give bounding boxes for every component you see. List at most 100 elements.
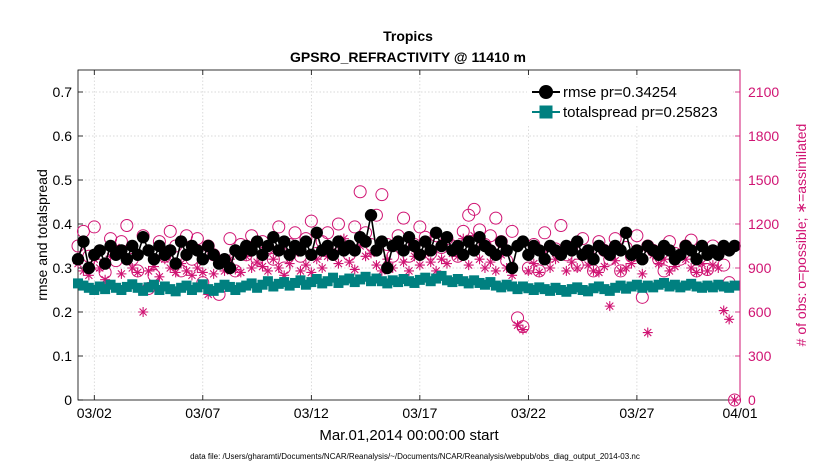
totalspread-point: [528, 285, 539, 295]
totalspread-point: [561, 286, 572, 297]
totalspread-point: [246, 278, 257, 289]
assimilated-obs-point: [355, 241, 366, 251]
possible-obs-point: [120, 218, 134, 232]
legend-totalspread-marker: [539, 105, 553, 119]
totalspread-point: [659, 277, 670, 288]
totalspread-point: [257, 279, 268, 290]
totalspread-point: [729, 280, 740, 291]
totalspread-point: [78, 280, 89, 291]
rmse-point: [467, 244, 481, 257]
assimilated-obs-point: [686, 263, 697, 273]
totalspread-point: [306, 277, 317, 288]
rmse-point: [364, 209, 378, 222]
assimilated-obs-point: [485, 257, 496, 268]
totalspread-point: [268, 281, 279, 292]
assimilated-obs-point: [148, 261, 159, 272]
totalspread-point: [279, 277, 290, 288]
assimilated-obs-point: [604, 301, 615, 312]
rmse-point: [147, 253, 161, 266]
x-tick-label: 03/02: [77, 405, 112, 421]
chart-title: Tropics: [383, 28, 433, 44]
totalspread-point: [555, 285, 566, 295]
assimilated-obs-point: [284, 258, 295, 269]
totalspread-point: [170, 286, 181, 297]
rmse-point: [457, 248, 470, 261]
totalspread-point: [203, 284, 214, 295]
totalspread-point: [517, 281, 528, 292]
rmse-point: [136, 231, 150, 244]
x-axis-label: Mar.01,2014 00:00:00 start: [319, 427, 499, 444]
rmse-point: [326, 248, 340, 261]
assimilated-obs-point: [235, 267, 246, 278]
totalspread-point: [241, 280, 252, 291]
totalspread-point: [89, 285, 100, 295]
assimilated-obs-point: [344, 257, 355, 268]
totalspread-point: [127, 279, 138, 290]
totalspread-point: [507, 281, 518, 292]
rmse-point: [131, 248, 144, 261]
possible-obs-point: [397, 211, 411, 225]
assimilated-obs-point: [523, 265, 534, 276]
totalspread-point: [490, 280, 501, 291]
totalspread-point: [208, 285, 219, 296]
assimilated-obs-point: [94, 263, 105, 273]
totalspread-point: [73, 278, 83, 289]
y2-tick-label: 1800: [748, 128, 779, 144]
totalspread-point: [615, 280, 626, 291]
assimilated-obs-point: [138, 307, 149, 317]
totalspread-point: [485, 277, 496, 288]
assimilated-obs-point: [702, 265, 713, 276]
totalspread-point: [322, 276, 333, 287]
totalspread-point: [83, 282, 94, 293]
totalspread-point: [355, 274, 366, 285]
totalspread-point: [284, 280, 295, 291]
totalspread-point: [382, 278, 393, 289]
totalspread-point: [165, 284, 176, 295]
totalspread-point: [176, 282, 187, 293]
assimilated-obs-point: [252, 257, 263, 268]
totalspread-point: [686, 278, 697, 289]
totalspread-point: [273, 278, 284, 289]
totalspread-point: [583, 286, 594, 297]
totalspread-point: [366, 276, 377, 287]
totalspread-point: [224, 281, 235, 292]
totalspread-point: [192, 282, 203, 293]
totalspread-point: [441, 275, 452, 286]
totalspread-point: [626, 281, 637, 292]
totalspread-point: [577, 285, 588, 295]
assimilated-obs-point: [257, 261, 268, 272]
assimilated-obs-point: [436, 254, 447, 265]
totalspread-point: [642, 280, 653, 291]
y2-tick-label: 1200: [748, 216, 779, 232]
totalspread-point: [420, 272, 431, 283]
assimilated-obs-point: [300, 260, 311, 271]
totalspread-point: [311, 274, 322, 284]
rmse-point: [489, 248, 503, 261]
assimilated-obs-point: [116, 268, 127, 279]
totalspread-point: [105, 279, 116, 290]
assimilated-obs-point: [181, 265, 192, 276]
assimilated-obs-point: [593, 267, 604, 278]
possible-obs-point: [353, 185, 367, 199]
totalspread-point: [317, 278, 328, 289]
assimilated-obs-point: [425, 257, 436, 268]
x-tick-label: 03/22: [511, 405, 546, 421]
possible-obs-point: [331, 217, 345, 231]
assimilated-obs-point: [528, 258, 539, 269]
totalspread-point: [631, 279, 642, 290]
assimilated-obs-point: [599, 261, 610, 272]
assimilated-obs-point: [311, 254, 322, 265]
y2-tick-label: 600: [748, 304, 772, 320]
rmse-point: [277, 235, 291, 248]
rmse-point: [424, 244, 437, 257]
totalspread-point: [333, 277, 344, 288]
totalspread-point: [387, 275, 398, 286]
totalspread-point: [116, 285, 127, 295]
totalspread-point: [100, 284, 111, 295]
totalspread-point: [143, 282, 154, 293]
totalspread-point: [593, 281, 604, 292]
x-tick-label: 04/01: [722, 405, 757, 421]
rmse-point: [619, 226, 633, 239]
totalspread-point: [523, 283, 534, 294]
totalspread-point: [539, 284, 550, 295]
